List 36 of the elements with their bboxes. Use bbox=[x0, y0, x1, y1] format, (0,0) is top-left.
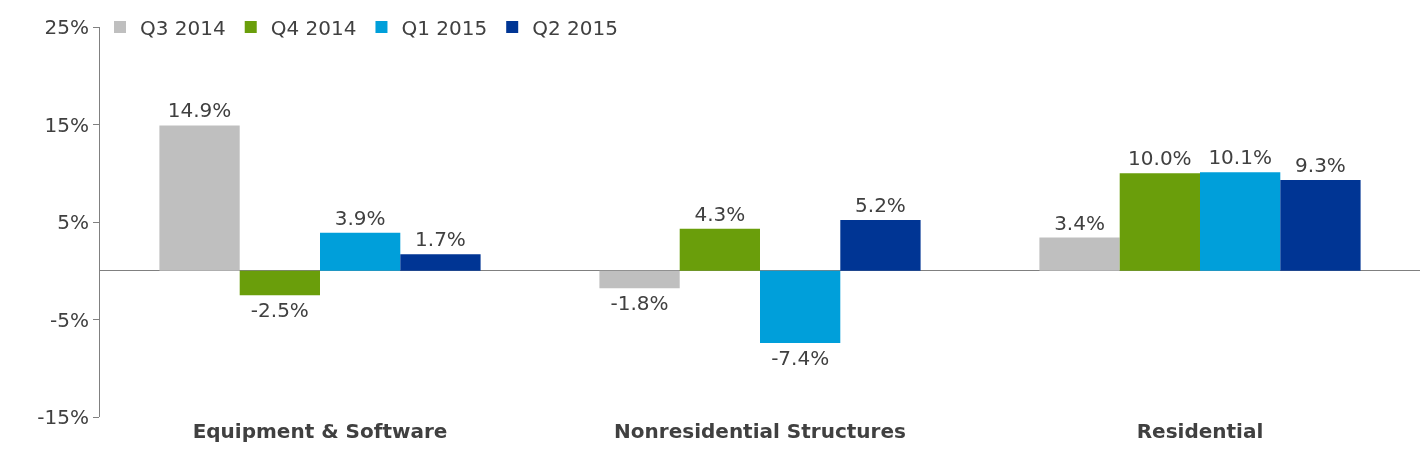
y-tick-label: -15% bbox=[37, 405, 89, 429]
bar bbox=[239, 270, 320, 296]
legend-label: Q3 2014 bbox=[140, 15, 226, 40]
legend-label: Q1 2015 bbox=[401, 15, 488, 40]
data-label: 14.9% bbox=[167, 98, 232, 123]
bar bbox=[1039, 237, 1120, 271]
y-tick-label: 5% bbox=[57, 210, 89, 234]
data-label: 10.1% bbox=[1208, 145, 1272, 170]
y-tick-label: -5% bbox=[50, 307, 89, 332]
x-tick-label: Equipment & Software bbox=[192, 419, 448, 443]
data-label: 4.3% bbox=[694, 201, 746, 226]
x-tick-label: Nonresidential Structures bbox=[614, 419, 906, 443]
bar bbox=[1119, 173, 1200, 271]
data-label: -1.8% bbox=[610, 291, 669, 316]
bar bbox=[320, 232, 401, 271]
bar bbox=[400, 254, 481, 271]
data-label: -2.5% bbox=[250, 298, 309, 323]
data-label: 9.3% bbox=[1295, 153, 1346, 178]
data-label: 10.0% bbox=[1128, 146, 1192, 171]
data-label: -7.4% bbox=[771, 345, 830, 370]
bar bbox=[760, 270, 841, 343]
data-label: 1.7% bbox=[415, 227, 466, 252]
bar bbox=[1200, 172, 1281, 271]
bar bbox=[599, 270, 680, 289]
data-label: 3.4% bbox=[1054, 210, 1105, 235]
data-label: 5.2% bbox=[855, 193, 906, 218]
legend-label: Q4 2014 bbox=[270, 15, 357, 40]
y-tick-label: 15% bbox=[44, 112, 89, 137]
bar bbox=[840, 220, 921, 271]
bar bbox=[159, 125, 240, 271]
y-tick-label: 25% bbox=[44, 15, 89, 39]
bar bbox=[679, 228, 760, 271]
bar bbox=[1280, 180, 1361, 271]
legend-label: Q2 2015 bbox=[532, 15, 618, 40]
data-label: 3.9% bbox=[334, 205, 386, 230]
x-tick-label: Residential bbox=[1136, 419, 1264, 443]
